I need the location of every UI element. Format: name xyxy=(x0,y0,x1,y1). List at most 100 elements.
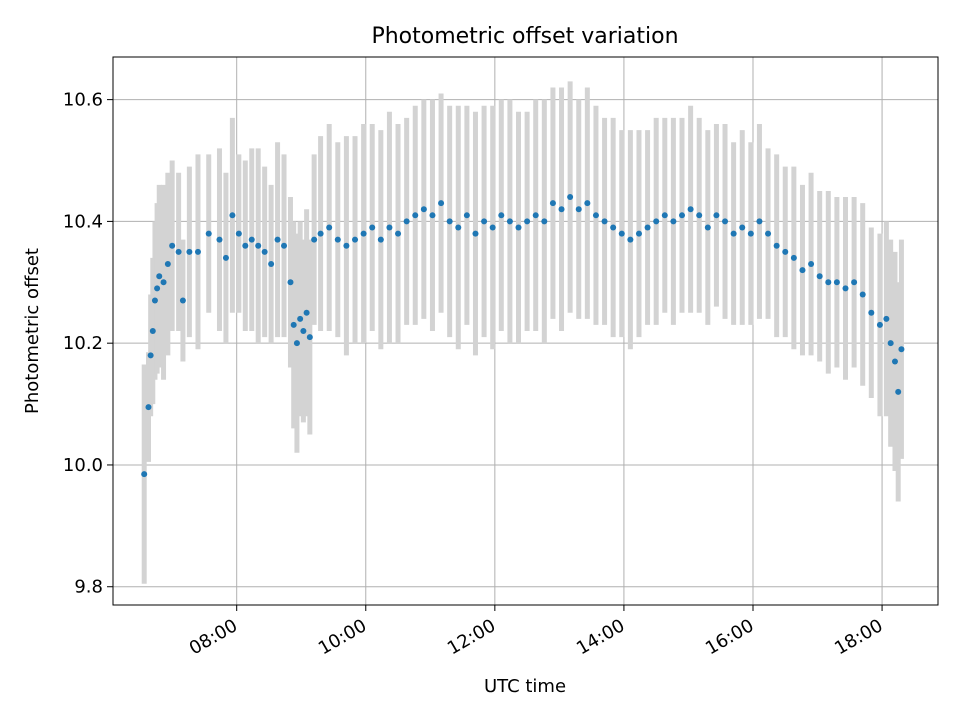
data-point xyxy=(145,404,152,411)
data-point xyxy=(549,200,556,207)
data-point xyxy=(679,212,686,219)
data-point xyxy=(248,236,255,243)
data-point xyxy=(782,248,789,255)
data-point xyxy=(653,218,660,225)
data-point xyxy=(532,212,539,219)
data-point xyxy=(722,218,729,225)
data-point xyxy=(156,273,163,280)
data-point xyxy=(739,224,746,231)
data-point xyxy=(446,218,453,225)
data-point xyxy=(592,212,599,219)
data-point xyxy=(149,328,156,334)
data-point xyxy=(833,279,840,286)
data-point xyxy=(498,212,505,219)
data-point xyxy=(154,285,161,292)
data-point xyxy=(293,340,300,347)
data-point xyxy=(360,230,367,237)
plot-frame xyxy=(112,56,939,606)
data-point xyxy=(369,224,376,231)
data-point xyxy=(438,200,445,207)
data-point xyxy=(687,206,694,213)
data-point xyxy=(306,334,313,341)
data-point xyxy=(765,230,772,237)
data-points xyxy=(141,194,905,478)
data-point xyxy=(141,471,148,478)
data-point xyxy=(261,248,268,255)
data-point xyxy=(303,309,310,316)
data-point xyxy=(463,212,470,219)
data-point xyxy=(506,218,513,225)
data-point xyxy=(311,236,318,243)
data-point xyxy=(635,230,642,237)
data-point xyxy=(808,261,815,268)
y-tick-label: 10.0 xyxy=(63,455,103,476)
data-point xyxy=(898,346,905,353)
data-point xyxy=(747,230,754,237)
data-point xyxy=(610,224,617,231)
data-point xyxy=(412,212,419,219)
data-point xyxy=(205,230,212,237)
data-point xyxy=(489,224,496,231)
data-point xyxy=(584,200,591,207)
data-point xyxy=(790,254,797,261)
data-point xyxy=(895,388,902,395)
data-point xyxy=(160,279,167,286)
data-point xyxy=(297,315,304,322)
data-point xyxy=(567,194,574,201)
y-tick-label: 10.6 xyxy=(63,90,103,111)
data-point xyxy=(317,230,324,237)
data-point xyxy=(175,248,182,255)
data-point xyxy=(756,218,763,225)
data-point xyxy=(229,212,236,219)
data-point xyxy=(194,248,201,255)
data-point xyxy=(670,218,677,225)
data-point xyxy=(859,291,866,298)
data-point xyxy=(455,224,462,231)
data-point xyxy=(883,315,890,322)
data-point xyxy=(151,297,158,304)
y-tick-label: 10.2 xyxy=(63,333,103,354)
data-point xyxy=(472,230,479,237)
data-point xyxy=(395,230,402,237)
data-point xyxy=(842,285,849,292)
data-point xyxy=(891,358,898,365)
data-point xyxy=(541,218,548,225)
data-point xyxy=(704,224,711,231)
data-point xyxy=(524,218,531,225)
data-point xyxy=(334,236,341,243)
data-point xyxy=(661,212,668,219)
data-point xyxy=(242,242,249,249)
data-point xyxy=(403,218,410,225)
data-point xyxy=(290,321,297,328)
data-point xyxy=(222,254,229,261)
data-point xyxy=(420,206,427,213)
y-tick-label: 9.8 xyxy=(74,577,103,598)
data-point xyxy=(799,267,806,274)
data-point xyxy=(816,273,823,280)
data-point xyxy=(618,230,625,237)
data-point xyxy=(558,206,565,213)
data-point xyxy=(300,328,307,334)
data-point xyxy=(216,236,223,243)
data-point xyxy=(515,224,522,231)
data-point xyxy=(179,297,186,304)
data-point xyxy=(235,230,242,237)
data-point xyxy=(773,242,780,249)
data-point xyxy=(268,261,275,268)
data-point xyxy=(274,236,281,243)
data-point xyxy=(164,261,171,268)
chart-title: Photometric offset variation xyxy=(371,24,678,49)
data-point xyxy=(429,212,436,219)
data-point xyxy=(730,230,737,237)
data-point xyxy=(186,248,193,255)
data-point xyxy=(876,321,883,328)
data-point xyxy=(386,224,393,231)
data-point xyxy=(601,218,608,225)
data-point xyxy=(343,242,350,249)
data-point xyxy=(851,279,858,286)
data-point xyxy=(287,279,294,286)
data-point xyxy=(644,224,651,231)
data-point xyxy=(169,242,176,249)
